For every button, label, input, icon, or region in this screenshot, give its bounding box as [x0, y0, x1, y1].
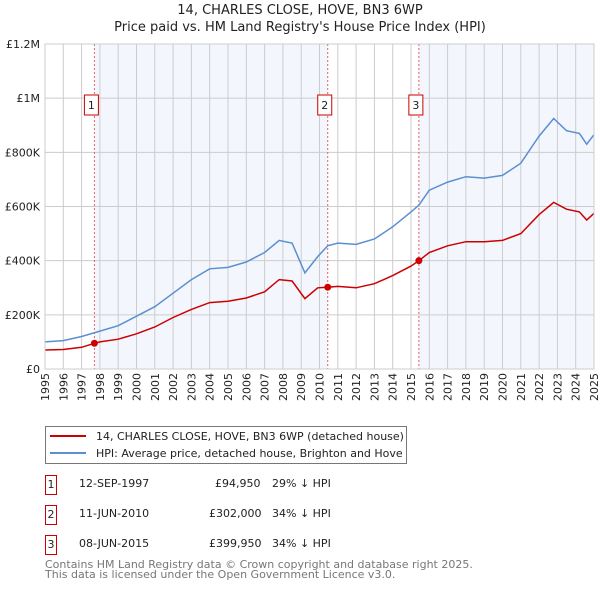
x-tick-label: 2014	[387, 373, 400, 401]
x-tick-label: 2009	[295, 373, 308, 401]
sale-price: £94,950	[215, 477, 261, 490]
x-tick-label: 2006	[240, 373, 253, 401]
sale-point	[324, 283, 332, 291]
footer: Contains HM Land Registry data © Crown c…	[45, 558, 473, 581]
x-tick-label: 2007	[259, 373, 272, 401]
legend-swatch-red	[50, 435, 86, 437]
x-tick-label: 2017	[442, 373, 455, 401]
y-tick-label: £400K	[5, 255, 41, 268]
x-tick-label: 2011	[332, 373, 345, 401]
hpi-line	[44, 117, 595, 343]
sale-marker	[408, 94, 424, 116]
sale-marker-box: 3	[45, 535, 57, 555]
x-tick-label: 2020	[497, 373, 510, 401]
sale-marker-box: 1	[45, 475, 57, 495]
sale-marker	[317, 94, 333, 116]
footer-licence: This data is licensed under the Open Gov…	[45, 568, 396, 581]
x-tick-label: 2002	[167, 373, 180, 401]
legend-swatch-blue	[50, 452, 86, 454]
x-tick-label: 2001	[149, 373, 162, 401]
sale-row: 2 11-JUN-2010 £302,000 34% ↓ HPI	[45, 505, 445, 525]
sale-point	[415, 257, 423, 265]
sale-date: 08-JUN-2015	[79, 537, 150, 550]
y-tick-label: £800K	[5, 146, 41, 159]
x-tick-label: 2000	[131, 373, 144, 401]
x-tick-label: 2010	[314, 373, 327, 401]
x-tick-label: 2003	[185, 373, 198, 401]
x-tick-label: 2005	[222, 373, 235, 401]
legend-label: HPI: Average price, detached house, Brig…	[96, 446, 403, 460]
legend-item-property: 14, CHARLES CLOSE, HOVE, BN3 6WP (detach…	[50, 428, 404, 444]
sale-row: 1 12-SEP-1997 £94,950 29% ↓ HPI	[45, 475, 445, 495]
x-tick-label: 2008	[277, 373, 290, 401]
y-tick-label: £1M	[17, 92, 41, 105]
x-tick-label: 2004	[204, 373, 217, 401]
sale-marker	[83, 94, 99, 116]
sale-marker-label: 1	[88, 99, 95, 112]
sale-price: £302,000	[209, 507, 262, 520]
x-tick-label: 1996	[57, 373, 70, 401]
x-tick-label: 1999	[112, 373, 125, 401]
y-tick-label: £200K	[5, 309, 41, 322]
y-tick-label: £0	[26, 363, 40, 376]
x-tick-label: 1995	[39, 373, 52, 401]
sale-marker-label: 3	[412, 99, 419, 112]
legend: 14, CHARLES CLOSE, HOVE, BN3 6WP (detach…	[45, 426, 407, 464]
x-tick-label: 2023	[551, 373, 564, 401]
sale-hpi: 29% ↓ HPI	[272, 477, 331, 490]
chart-subtitle: Price paid vs. HM Land Registry's House …	[114, 20, 486, 35]
sale-price: £399,950	[209, 537, 262, 550]
sale-date: 11-JUN-2010	[79, 507, 150, 520]
x-tick-label: 1997	[76, 373, 89, 401]
x-tick-label: 2024	[570, 373, 583, 401]
y-tick-label: £1.2M	[6, 38, 40, 51]
x-tick-label: 2022	[533, 373, 546, 401]
sale-hpi: 34% ↓ HPI	[272, 507, 331, 520]
sale-hpi: 34% ↓ HPI	[272, 537, 331, 550]
plot-border	[44, 43, 595, 370]
sale-point	[90, 339, 98, 347]
x-tick-label: 2015	[405, 373, 418, 401]
x-tick-label: 2012	[350, 373, 363, 401]
sale-row: 3 08-JUN-2015 £399,950 34% ↓ HPI	[45, 535, 445, 555]
y-tick-label: £600K	[5, 201, 41, 214]
legend-label: 14, CHARLES CLOSE, HOVE, BN3 6WP (detach…	[96, 429, 404, 443]
legend-item-hpi: HPI: Average price, detached house, Brig…	[50, 445, 403, 461]
sale-marker-label: 2	[321, 99, 328, 112]
plot-area: 1995 1996 1997 1998 1999 2000 2001 2002 2003 2004…	[5, 38, 600, 401]
x-tick-label: 2025	[588, 373, 600, 401]
footer-copyright: Contains HM Land Registry data © Crown c…	[45, 558, 473, 571]
sale-date: 12-SEP-1997	[79, 477, 150, 490]
x-tick-label: 2019	[478, 373, 491, 401]
x-tick-label: 2016	[423, 373, 436, 401]
x-tick-label: 2021	[515, 373, 528, 401]
sale-marker-box: 2	[45, 505, 57, 525]
x-tick-label: 1998	[94, 373, 107, 401]
x-tick-label: 2013	[368, 373, 381, 401]
chart-title: 14, CHARLES CLOSE, HOVE, BN3 6WP	[177, 3, 423, 18]
x-tick-label: 2018	[460, 373, 473, 401]
